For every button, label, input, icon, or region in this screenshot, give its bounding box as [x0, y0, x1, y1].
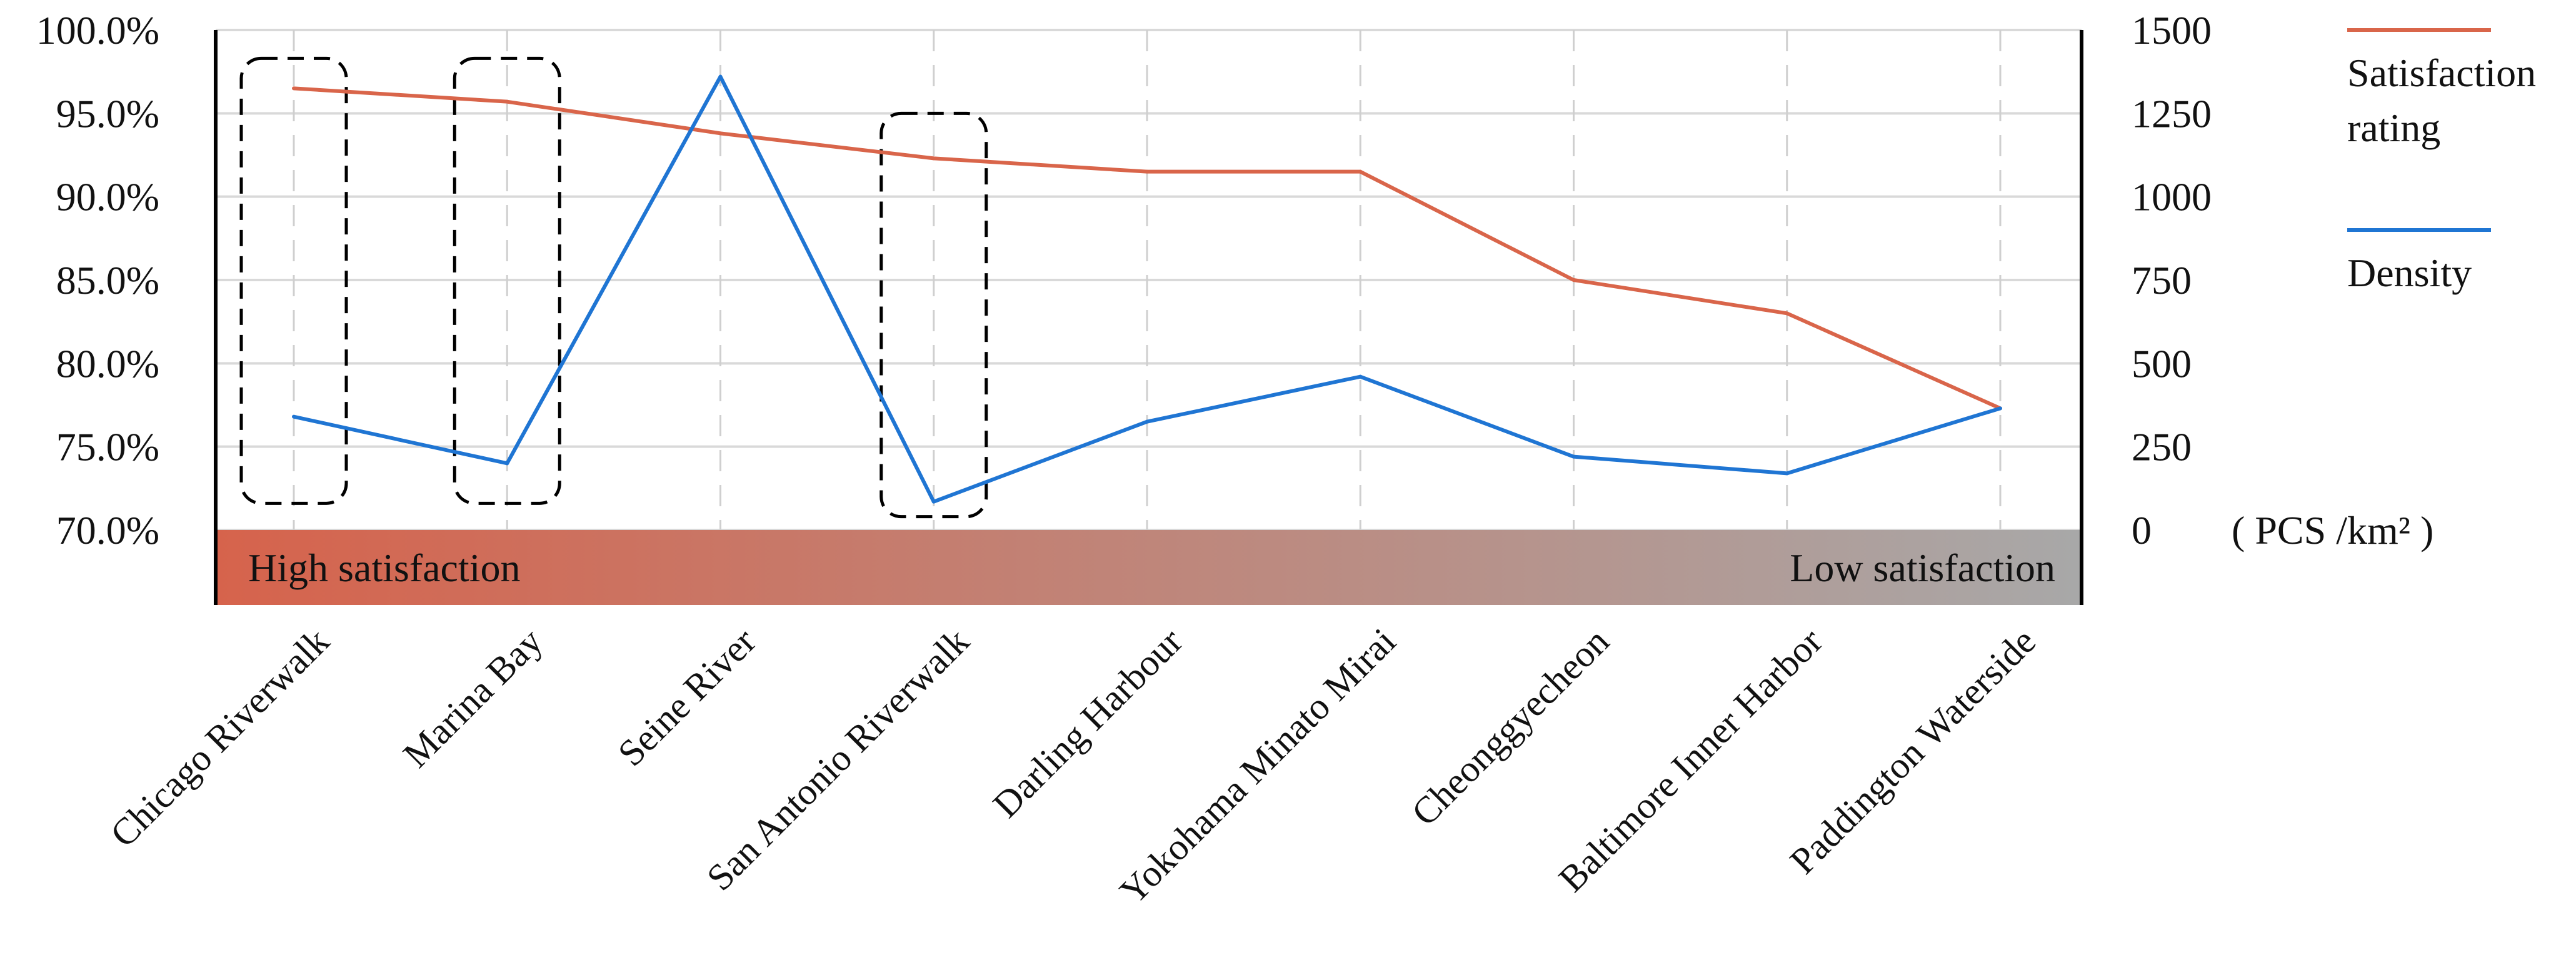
highlight-box: [239, 56, 348, 505]
satisfaction-rating-point: [1145, 169, 1149, 174]
left-tick-label: 80.0%: [56, 341, 159, 386]
highlight-box: [880, 111, 988, 519]
density-point: [292, 414, 296, 419]
category-label: Cheonggyecheon: [1403, 621, 1616, 834]
right-tick-label: 750: [2132, 258, 2192, 302]
left-tick-label: 95.0%: [56, 91, 159, 136]
satisfaction-rating-point: [1785, 311, 1789, 316]
satisfaction-rating-point: [1571, 278, 1576, 282]
category-labels: Chicago Riverwalk Marina Bay Seine RiverSa…: [103, 621, 2043, 912]
right-tick-label: 500: [2132, 341, 2192, 386]
band-right-label: Low satisfaction: [1790, 546, 2055, 590]
category-label: Marina Bay: [395, 621, 550, 776]
left-tick-label: 70.0%: [56, 508, 159, 552]
density-point: [931, 499, 936, 504]
category-label: Chicago Riverwalk: [103, 621, 337, 855]
left-tick-label: 75.0%: [56, 425, 159, 469]
left-tick-label: 100.0%: [36, 8, 159, 52]
left-tick-label: 85.0%: [56, 258, 159, 302]
left-tick-label: 90.0%: [56, 175, 159, 219]
band-left-label: High satisfaction: [248, 546, 520, 590]
legend-label: Satisfaction: [2347, 51, 2536, 95]
right-axis-ticks: 0 250 500 750 1000 1250 1500: [2132, 8, 2212, 552]
density-point: [1998, 406, 2002, 411]
satisfaction-rating-point: [505, 99, 509, 104]
grid-layer: [216, 29, 2082, 531]
category-label: Paddington Waterside: [1782, 621, 2043, 882]
highlight-boxes: [239, 56, 988, 519]
right-tick-label: 1250: [2132, 91, 2212, 136]
right-axis-unit: ( PCS /km² ): [2232, 508, 2433, 552]
right-tick-label: 1500: [2132, 8, 2212, 52]
density-point: [1571, 454, 1576, 459]
right-tick-label: 1000: [2132, 175, 2212, 219]
density-point: [1785, 471, 1789, 476]
legend-label: rating: [2347, 106, 2440, 150]
legend-label: Density: [2347, 251, 2472, 295]
legend: Satisfaction rating Density: [2347, 28, 2536, 295]
highlight-box: [453, 56, 561, 505]
axes-layer: [214, 30, 2083, 605]
satisfaction-band: [216, 530, 2082, 605]
left-axis-ticks: 70.0% 75.0% 80.0% 85.0% 90.0% 95.0% 100.0%: [36, 8, 159, 552]
density-point: [718, 74, 723, 79]
category-label: Seine River: [610, 621, 764, 774]
satisfaction-rating-point: [718, 131, 723, 136]
satisfaction-rating-point: [292, 86, 296, 91]
series-layer: [292, 74, 2002, 504]
density-point: [505, 461, 509, 466]
satisfaction-rating-point: [931, 156, 936, 161]
density-point: [1358, 374, 1363, 379]
density-point: [1145, 419, 1149, 424]
satisfaction-rating-point: [1358, 169, 1363, 174]
category-label: Darling Harbour: [985, 621, 1190, 826]
right-tick-label: 250: [2132, 425, 2192, 469]
right-tick-label: 0: [2132, 508, 2152, 552]
